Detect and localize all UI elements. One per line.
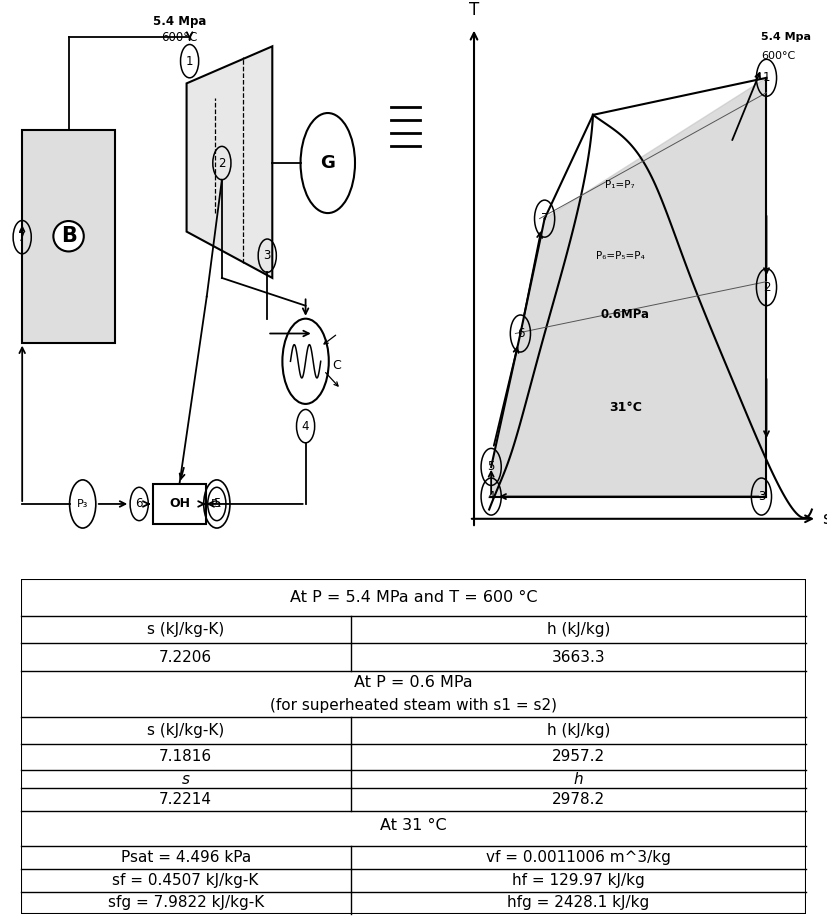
Text: 2: 2 [218,156,226,169]
Text: 5.4 Mpa: 5.4 Mpa [153,15,206,28]
Text: 3: 3 [264,249,271,262]
Bar [153,483,206,525]
Text: 1: 1 [186,54,194,68]
Text: 4: 4 [487,490,495,503]
Text: 600°C: 600°C [762,51,796,61]
Text: 600°C: 600°C [161,31,198,44]
Text: P₁: P₁ [211,499,222,509]
Text: OH: OH [169,497,190,510]
Bar [22,130,115,343]
Text: h (kJ/kg): h (kJ/kg) [547,622,610,637]
Text: At P = 5.4 MPa and T = 600 °C: At P = 5.4 MPa and T = 600 °C [289,590,538,605]
Text: s: s [822,510,827,528]
Text: h: h [574,772,583,787]
Polygon shape [187,46,272,278]
Text: 2: 2 [762,280,770,294]
Text: 7.1816: 7.1816 [159,749,213,765]
Text: P₁=P₇: P₁=P₇ [605,180,635,190]
Text: B: B [60,226,77,246]
Text: hf = 129.97 kJ/kg: hf = 129.97 kJ/kg [512,872,645,888]
Text: 2978.2: 2978.2 [552,792,605,808]
Text: 6: 6 [517,327,524,340]
Text: 31°C: 31°C [609,401,642,414]
Text: hfg = 2428.1 kJ/kg: hfg = 2428.1 kJ/kg [507,895,650,911]
Text: 5.4 Mpa: 5.4 Mpa [762,32,811,42]
Text: 3663.3: 3663.3 [552,650,605,664]
Text: 5: 5 [213,497,221,510]
Text: sf = 0.4507 kJ/kg-K: sf = 0.4507 kJ/kg-K [112,872,259,888]
Text: 6: 6 [136,497,143,510]
Text: s (kJ/kg-K): s (kJ/kg-K) [147,622,224,637]
Text: 5: 5 [487,460,495,473]
Text: 3: 3 [758,490,765,503]
Text: P₆=P₅=P₄: P₆=P₅=P₄ [596,251,644,261]
Text: sfg = 7.9822 kJ/kg-K: sfg = 7.9822 kJ/kg-K [108,895,264,911]
Text: vf = 0.0011006 m^3/kg: vf = 0.0011006 m^3/kg [486,850,671,865]
Text: 7.2206: 7.2206 [159,650,213,664]
Text: At 31 °C: At 31 °C [380,818,447,834]
Polygon shape [491,78,767,496]
Text: Psat = 4.496 kPa: Psat = 4.496 kPa [121,850,251,865]
Text: 7.2214: 7.2214 [159,792,213,808]
Text: T: T [469,1,479,18]
Text: 7: 7 [18,231,26,244]
Text: G: G [320,154,335,172]
Text: 0.6MPa: 0.6MPa [600,309,650,322]
Text: s: s [182,772,189,787]
Text: 4: 4 [302,420,309,433]
Text: 1: 1 [762,72,770,85]
Text: P₃: P₃ [77,499,88,509]
Text: (for superheated steam with s1 = s2): (for superheated steam with s1 = s2) [270,698,557,713]
Text: C: C [332,358,341,371]
Text: 2957.2: 2957.2 [552,749,605,765]
Text: 7: 7 [541,212,548,225]
Text: At P = 0.6 MPa: At P = 0.6 MPa [354,675,473,690]
Text: s (kJ/kg-K): s (kJ/kg-K) [147,723,224,738]
Text: h (kJ/kg): h (kJ/kg) [547,723,610,738]
